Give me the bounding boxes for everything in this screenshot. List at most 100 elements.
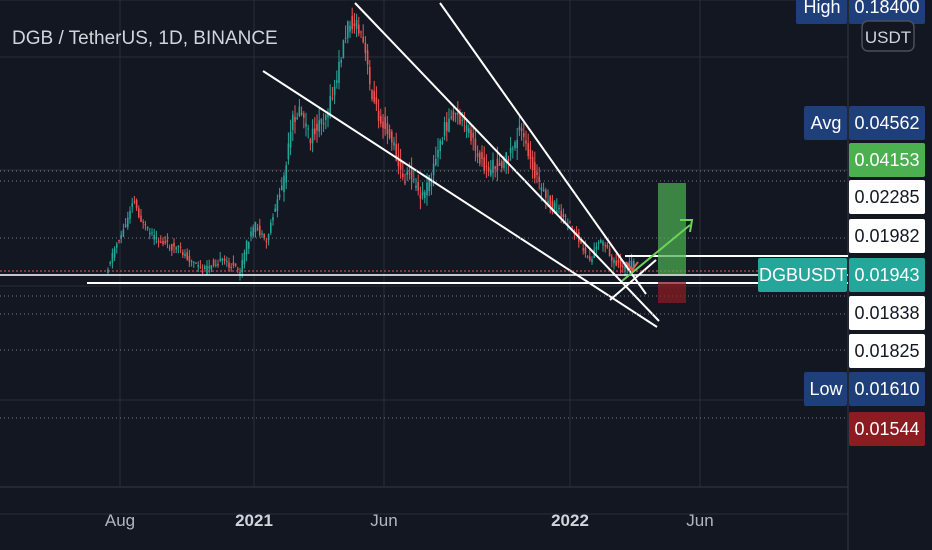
candle-body <box>595 246 598 250</box>
candle-body <box>630 260 633 268</box>
candle-body <box>138 208 140 218</box>
price-label-value: 0.18400 <box>854 0 919 17</box>
currency-button[interactable]: USDT <box>861 20 915 52</box>
candle-body <box>215 264 217 266</box>
last-price-label: DGBUSDT 0.01943 <box>758 258 925 292</box>
candle-body <box>527 143 529 156</box>
candle-body <box>450 116 452 119</box>
price-label-value: 0.04562 <box>854 113 919 133</box>
drawings <box>0 2 848 419</box>
candle-body <box>336 80 338 83</box>
candle-body <box>582 248 584 251</box>
candle-body <box>505 152 507 164</box>
candle-body <box>116 243 118 248</box>
candle-body <box>120 235 122 239</box>
candle-body <box>274 208 276 212</box>
candle-body <box>177 246 180 248</box>
candle-body <box>219 258 221 261</box>
candle-body <box>140 215 142 222</box>
candle-body <box>160 241 162 243</box>
candle-body <box>166 240 169 242</box>
candle-body <box>144 224 147 226</box>
candle-body <box>164 241 166 244</box>
candle-body <box>452 111 455 121</box>
candle-body <box>122 229 125 237</box>
candle-body <box>542 189 545 192</box>
price-axis[interactable]: High 0.18400 Avg 0.04562 0.04153 0.02285 0.019… <box>758 0 925 446</box>
candle-body <box>162 241 164 245</box>
candle-body <box>562 214 565 217</box>
candle-body <box>424 192 426 199</box>
candle-body <box>278 194 281 198</box>
candle-body <box>386 123 389 134</box>
avg-label: Avg 0.04562 <box>804 106 925 140</box>
candle-body <box>443 122 446 136</box>
candle-body <box>604 245 606 247</box>
candle-body <box>248 241 250 249</box>
candle-body <box>230 266 232 268</box>
candle-body <box>204 266 206 270</box>
candle-body <box>426 182 428 196</box>
candle-body <box>243 252 246 265</box>
candle-body <box>540 187 543 191</box>
candle-body <box>584 247 587 254</box>
candle-body <box>309 139 312 144</box>
candle-body <box>377 110 380 121</box>
candle-body <box>516 140 518 149</box>
candle-body <box>353 23 356 26</box>
candle-body <box>520 128 523 131</box>
candle-body <box>168 247 171 249</box>
candle-body <box>151 232 153 234</box>
candle-body <box>459 113 461 124</box>
candle-body <box>237 268 239 270</box>
candle-body <box>254 221 257 232</box>
candle-body <box>382 121 384 129</box>
candle-body <box>586 256 589 258</box>
candle-body <box>179 246 182 248</box>
candle-body <box>307 128 309 130</box>
candle-body <box>391 131 393 143</box>
grid <box>0 0 849 550</box>
high-label: High 0.18400 <box>796 0 925 24</box>
candle-body <box>322 123 325 125</box>
candle-body <box>349 25 351 32</box>
candle-body <box>589 256 591 260</box>
candle-body <box>428 175 430 191</box>
candle-body <box>327 112 329 118</box>
candle-body <box>316 123 318 131</box>
level-label-4: 0.01825 <box>849 334 925 368</box>
candle-body <box>206 265 208 274</box>
level-label-1: 0.02285 <box>849 180 925 214</box>
candle-body <box>131 203 133 207</box>
candle-body <box>483 157 485 172</box>
candle-body <box>534 162 536 179</box>
candle-body <box>234 263 237 266</box>
price-tag-text: High <box>803 0 840 17</box>
candle-body <box>184 253 186 256</box>
candle-body <box>551 200 554 212</box>
candle-body <box>175 247 177 250</box>
price-label-value: 0.04153 <box>854 150 919 170</box>
candle-body <box>267 234 270 241</box>
candle-body <box>153 234 155 240</box>
candle-body <box>421 191 424 196</box>
candle-body <box>157 240 160 243</box>
price-tag-bg <box>804 106 847 140</box>
candle-body <box>615 260 617 266</box>
candle-body <box>529 149 532 160</box>
candle-body <box>149 232 151 235</box>
time-axis[interactable]: Aug 2021 Jun 2022 Jun <box>105 511 714 530</box>
x-tick-label: Jun <box>370 511 397 530</box>
candle-body <box>287 143 290 160</box>
candle-body <box>325 114 327 120</box>
candle-body <box>619 258 622 268</box>
candle-body <box>342 40 345 59</box>
candle-body <box>531 156 534 170</box>
candle-body <box>263 233 265 238</box>
candle-body <box>283 175 285 193</box>
candle-body <box>388 129 391 138</box>
candle-body <box>226 261 228 263</box>
candle-body <box>395 144 397 161</box>
